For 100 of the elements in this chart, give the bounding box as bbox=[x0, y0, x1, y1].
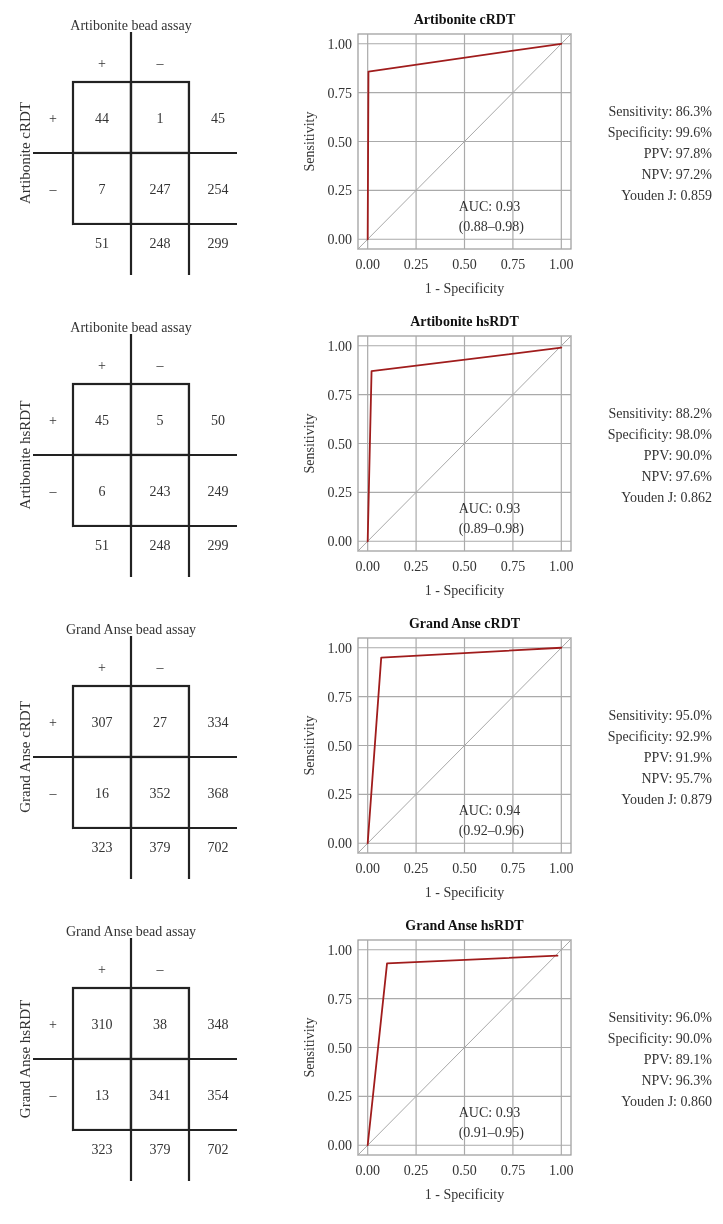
data-label: 254 bbox=[207, 181, 229, 197]
data-label: 334 bbox=[207, 714, 229, 730]
data-label: 248 bbox=[149, 538, 171, 553]
text: Sensitivity: 95.0% bbox=[608, 708, 713, 723]
data-label: 13 bbox=[95, 1087, 109, 1103]
text: Youden J: 0.862 bbox=[621, 490, 712, 505]
text: Sensitivity: 88.2% bbox=[608, 406, 713, 421]
x-axis-title: 1 - Specificity bbox=[424, 1187, 505, 1202]
y-tick-label: + bbox=[49, 110, 58, 126]
chart-title: Grand Anse hsRDT bbox=[405, 918, 525, 933]
data-label: 299 bbox=[207, 538, 229, 553]
x-tick-label: 0.00 bbox=[355, 861, 380, 876]
y-tick-label: 1.00 bbox=[327, 640, 352, 656]
y-tick-label: 0.25 bbox=[327, 1089, 352, 1105]
text: NPV: 96.3% bbox=[641, 1073, 713, 1088]
data-label: 45 bbox=[211, 110, 225, 126]
data-label: 368 bbox=[207, 785, 229, 801]
data-label: 45 bbox=[95, 412, 109, 428]
annotation: AUC: 0.93 (0.91–0.95) bbox=[458, 1105, 525, 1141]
y-tick-label: 0.50 bbox=[327, 436, 352, 452]
x-tick-label: 0.25 bbox=[403, 257, 429, 272]
data-label: 27 bbox=[153, 714, 167, 730]
x-axis-title: Artibonite bead assay bbox=[70, 320, 192, 335]
y-tick-label: + bbox=[49, 1016, 58, 1032]
chart-title: Grand Anse cRDT bbox=[408, 616, 521, 631]
data-label: 50 bbox=[211, 412, 225, 428]
data-label: 702 bbox=[207, 1142, 229, 1157]
y-tick-label: 0.50 bbox=[327, 134, 352, 150]
y-axis-title: Grand Anse hsRDT bbox=[17, 999, 33, 1119]
text: Youden J: 0.860 bbox=[621, 1094, 712, 1109]
text: NPV: 97.6% bbox=[641, 469, 713, 484]
text: PPV: 91.9% bbox=[643, 750, 713, 765]
y-tick-label: 1.00 bbox=[327, 942, 352, 958]
y-tick-label: 0.75 bbox=[327, 387, 352, 403]
text: Youden J: 0.879 bbox=[621, 792, 712, 807]
data-label: 323 bbox=[91, 1142, 113, 1157]
y-tick-label: 0.25 bbox=[327, 485, 352, 501]
data-label: 323 bbox=[91, 840, 113, 855]
x-tick-label: 1.00 bbox=[549, 861, 574, 876]
y-axis-title: Artibonite cRDT bbox=[17, 101, 33, 205]
y-tick-label: 0.50 bbox=[327, 738, 352, 754]
y-tick-label: 0.25 bbox=[327, 787, 352, 803]
data-label: 6 bbox=[98, 483, 106, 499]
y-axis-title: Grand Anse cRDT bbox=[17, 701, 33, 813]
x-axis-title: 1 - Specificity bbox=[424, 885, 505, 900]
y-tick-label: – bbox=[48, 483, 58, 499]
x-tick-label: 0.25 bbox=[403, 559, 429, 574]
data-label: 1 bbox=[156, 110, 164, 126]
data-label: 379 bbox=[149, 840, 171, 855]
y-tick-label: 0.50 bbox=[327, 1040, 352, 1056]
data-label: 702 bbox=[207, 840, 229, 855]
x-tick-label: 0.50 bbox=[452, 861, 477, 876]
y-tick-label: + bbox=[49, 714, 58, 730]
x-tick-label: 0.25 bbox=[403, 1163, 429, 1178]
data-label: 243 bbox=[149, 483, 171, 499]
x-tick-label: 0.75 bbox=[500, 1163, 526, 1178]
y-tick-label: + bbox=[49, 412, 58, 428]
data-label: 51 bbox=[95, 538, 109, 553]
annotation: AUC: 0.93 (0.89–0.98) bbox=[458, 501, 525, 537]
text: PPV: 97.8% bbox=[643, 146, 713, 161]
y-tick-label: – bbox=[48, 785, 58, 801]
x-tick-label: 0.50 bbox=[452, 559, 477, 574]
data-label: 352 bbox=[149, 785, 171, 801]
data-label: 307 bbox=[91, 714, 113, 730]
text: NPV: 97.2% bbox=[641, 167, 713, 182]
data-label: 299 bbox=[207, 236, 229, 251]
annotation: AUC: 0.94 (0.92–0.96) bbox=[458, 803, 525, 839]
x-tick-label: 0.75 bbox=[500, 559, 526, 574]
data-label: 5 bbox=[156, 412, 164, 428]
data-label: 16 bbox=[95, 785, 109, 801]
y-tick-label: 1.00 bbox=[327, 36, 352, 52]
y-tick-label: – bbox=[48, 1087, 58, 1103]
data-label: 249 bbox=[207, 483, 229, 499]
y-tick-label: 0.75 bbox=[327, 85, 352, 101]
y-tick-label: 0.00 bbox=[327, 534, 352, 550]
y-tick-label: 0.00 bbox=[327, 232, 352, 248]
text: PPV: 89.1% bbox=[643, 1052, 713, 1067]
x-tick-label: 0.75 bbox=[500, 861, 526, 876]
x-axis-title: 1 - Specificity bbox=[424, 281, 505, 296]
data-label: 341 bbox=[149, 1087, 171, 1103]
y-tick-label: 0.00 bbox=[327, 1138, 352, 1154]
text: PPV: 90.0% bbox=[643, 448, 713, 463]
x-tick-label: 0.25 bbox=[403, 861, 429, 876]
x-tick-label: 1.00 bbox=[549, 257, 574, 272]
x-axis-title: Grand Anse bead assay bbox=[65, 622, 197, 637]
y-axis-title: Sensitivity bbox=[302, 111, 317, 172]
text: Youden J: 0.859 bbox=[621, 188, 712, 203]
x-tick-label: 0.00 bbox=[355, 1163, 380, 1178]
y-tick-label: 1.00 bbox=[327, 338, 352, 354]
x-tick-label: 0.00 bbox=[355, 559, 380, 574]
y-tick-label: 0.00 bbox=[327, 836, 352, 852]
data-label: 348 bbox=[207, 1016, 229, 1032]
text: Sensitivity: 86.3% bbox=[608, 104, 713, 119]
x-tick-label: 0.00 bbox=[355, 257, 380, 272]
annotation: AUC: 0.93 (0.88–0.98) bbox=[458, 199, 525, 235]
y-axis-title: Sensitivity bbox=[302, 715, 317, 776]
data-label: 354 bbox=[207, 1087, 229, 1103]
x-tick-label: 1.00 bbox=[549, 559, 574, 574]
y-axis-title: Artibonite hsRDT bbox=[17, 400, 33, 510]
y-tick-label: 0.25 bbox=[327, 183, 352, 199]
